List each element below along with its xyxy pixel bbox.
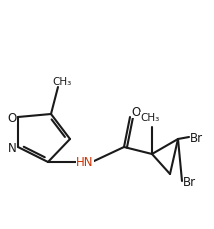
Text: O: O [7,111,17,124]
Text: N: N [8,141,16,154]
Text: Br: Br [190,131,203,144]
Text: O: O [131,105,141,118]
Text: HN: HN [76,156,94,169]
Text: CH₃: CH₃ [140,112,160,123]
Text: CH₃: CH₃ [52,77,72,87]
Text: Br: Br [183,175,196,188]
